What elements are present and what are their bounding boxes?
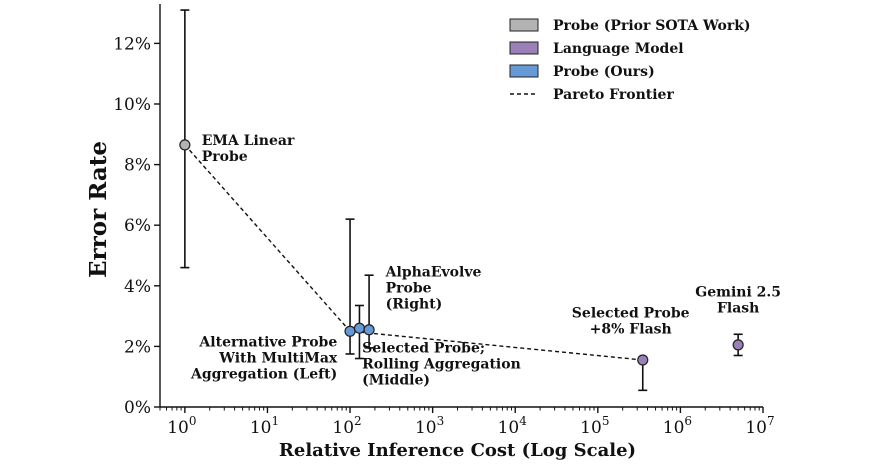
y-tick-label: 4% [124,277,151,297]
ema-linear-probe-label: EMA Linear Probe [202,133,295,165]
legend-pareto-frontier-label: Pareto Frontier [553,87,674,103]
x-tick-label: 103 [415,414,444,438]
legend-language-model-swatch [509,41,539,55]
y-tick-label: 0% [124,398,151,418]
alternative-probe-label: Alternative Probe With MultiMax Aggregatio… [190,334,338,382]
x-tick-label: 102 [332,414,361,438]
y-tick-label: 2% [124,337,151,357]
alphaevolve-probe-label: AlphaEvolve Probe (Right) [385,265,482,313]
selected-probe-8pct-flash-point [637,354,649,366]
legend-probe-prior-sota-work-swatch [509,18,539,32]
gemini-label: Gemini 2.5 Flash [695,284,781,316]
y-tick-label: 6% [124,216,151,236]
selected-probe-rolling-label: Selected Probe; Rolling Aggregation (Middl… [362,340,521,388]
x-axis-title: Relative Inference Cost (Log Scale) [279,440,636,461]
x-tick-label: 106 [663,414,692,438]
y-tick-label: 12% [113,34,151,54]
legend-language-model-label: Language Model [553,41,684,57]
pareto-frontier-line [184,144,643,361]
x-tick-label: 104 [498,414,528,438]
legend-probe-ours-swatch [509,64,539,78]
y-tick-label: 8% [124,156,151,176]
legend-probe-ours-label: Probe (Ours) [553,64,655,80]
selected-probe-8pct-label: Selected Probe +8% Flash [572,306,690,338]
alternative-probe-multimax-point [344,325,356,337]
alphaevolve-probe-point [363,324,375,336]
x-tick-label: 107 [745,414,774,438]
legend-probe-prior-sota-work-label: Probe (Prior SOTA Work) [553,18,751,34]
x-tick-label: 100 [167,414,196,438]
x-tick-label: 105 [580,414,609,438]
x-tick-label: 101 [250,414,279,438]
y-axis-title: Error Rate [85,141,112,278]
y-tick-label: 10% [113,95,151,115]
ema-linear-probe-point [179,139,191,151]
gemini-2-5-flash-point [732,339,744,351]
selected-probe-rolling-point [353,322,366,334]
